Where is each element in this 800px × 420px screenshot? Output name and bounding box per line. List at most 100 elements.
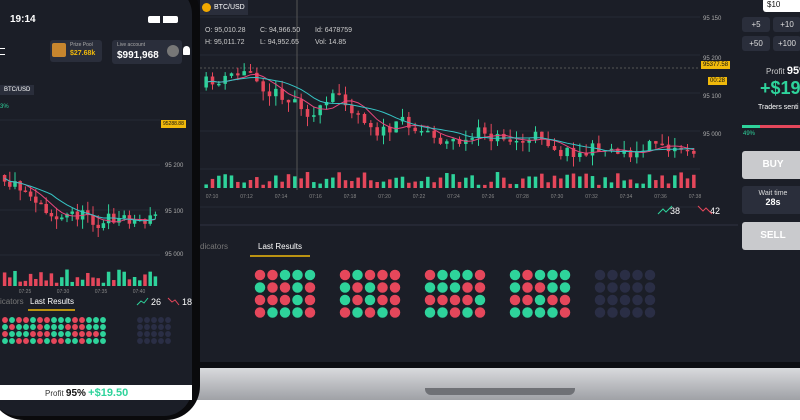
volume-bar [578, 176, 582, 188]
candle-body [451, 138, 455, 142]
result-dot [58, 324, 64, 330]
result-dot [352, 269, 363, 281]
result-dot [44, 317, 50, 323]
result-dot [23, 338, 29, 344]
phone-price-tag: 95288.88 [161, 120, 186, 128]
down-icon [697, 205, 713, 215]
volume-bar [318, 183, 322, 188]
moving-average [4, 177, 156, 223]
candle-body [324, 101, 329, 106]
phone-pair[interactable]: BTC/USD [0, 85, 35, 95]
volume-bar [603, 177, 607, 188]
result-dot [279, 294, 291, 306]
result-dot [559, 269, 571, 281]
candle-body [242, 71, 246, 76]
volume-bar [70, 281, 74, 286]
candle-body [49, 213, 54, 217]
candle-body [584, 152, 588, 156]
volume-bar [229, 175, 234, 188]
candle-body [521, 140, 525, 143]
bell[interactable] [183, 46, 190, 55]
candle-body [80, 210, 85, 220]
volume-bar [242, 182, 246, 188]
volume-bar [559, 178, 563, 188]
sell-button[interactable]: SELL [742, 222, 800, 250]
step-button[interactable]: +100 [773, 36, 800, 51]
result-dot [9, 317, 15, 323]
result-dot [594, 282, 606, 293]
result-dot [559, 282, 571, 293]
candle-body [495, 133, 500, 142]
result-dot [352, 282, 363, 293]
step-button[interactable]: +5 [742, 17, 770, 32]
volume-bar [628, 179, 633, 188]
up-count: 38 [670, 206, 680, 216]
amount-input[interactable]: $10 [763, 0, 800, 12]
result-dot [37, 324, 43, 330]
candle-body [236, 73, 240, 76]
x-tick-label: 07:40 [133, 289, 146, 295]
result-dot [30, 338, 36, 344]
up-icon [136, 297, 149, 306]
x-tick-label: 07:35 [95, 289, 108, 295]
result-dot [547, 307, 558, 318]
result-dot [58, 338, 64, 344]
result-dot [72, 338, 78, 344]
candle-body [470, 138, 474, 140]
account-toggle[interactable] [167, 45, 179, 57]
volume-bar [369, 180, 373, 188]
ohlc-value: Vol: 14.85 [315, 39, 346, 46]
x-tick-label: 07:30 [551, 194, 564, 200]
result-dot [86, 317, 92, 323]
candle-body [13, 181, 17, 187]
result-dot [377, 307, 388, 318]
result-dot [16, 331, 22, 337]
volume-bar [356, 177, 360, 188]
step-button[interactable]: +50 [742, 36, 770, 51]
candle-body [318, 105, 322, 116]
volume-bar [635, 183, 639, 188]
volume-bar [261, 184, 265, 188]
result-dot [144, 338, 150, 344]
result-dot [474, 307, 486, 318]
volume-bar [685, 178, 690, 188]
result-dot [37, 317, 43, 323]
step-button[interactable]: +10 [773, 17, 800, 32]
tab: Last Results [258, 242, 302, 251]
ohlc-value: L: 94,952.65 [260, 39, 299, 46]
candle-body [91, 215, 95, 225]
volume-bar [673, 175, 677, 188]
tab: icators [0, 297, 24, 306]
result-dot [377, 282, 388, 293]
buy-button[interactable]: BUY [742, 151, 800, 179]
candle-body [654, 141, 658, 144]
candle-body [86, 210, 90, 216]
volume-bar [132, 276, 137, 286]
result-dot [65, 338, 71, 344]
profit-pct: 95% [65, 388, 86, 399]
volume-bar [438, 177, 443, 188]
y-tick-label: 95 200 [165, 163, 184, 169]
volume-bar [590, 176, 595, 188]
result-dot [30, 317, 36, 323]
x-tick-label: 07:16 [309, 194, 322, 200]
y-tick-label: 95 200 [703, 56, 722, 62]
volume-bar [106, 271, 111, 286]
result-dot [30, 324, 36, 330]
result-dot [86, 324, 92, 330]
laptop-base [195, 368, 800, 400]
candle-body [305, 109, 310, 117]
result-dot [449, 269, 461, 281]
candle-body [34, 196, 38, 203]
candle-body [590, 143, 595, 156]
pair-button[interactable]: BTC/USD [200, 0, 248, 15]
result-dot [2, 324, 8, 330]
result-dot [267, 282, 278, 293]
x-tick-label: 07:34 [620, 194, 633, 200]
volume-bar [362, 172, 367, 188]
candle-body [660, 143, 664, 146]
result-dot [72, 331, 78, 337]
candle-body [419, 131, 424, 133]
result-dot [474, 269, 486, 281]
result-dot [424, 282, 436, 293]
